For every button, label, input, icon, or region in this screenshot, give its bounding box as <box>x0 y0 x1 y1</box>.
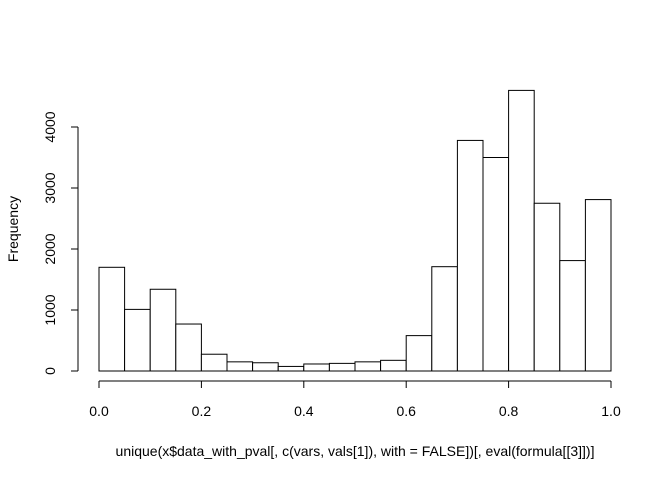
x-axis: 0.0 0.2 0.4 0.6 0.8 1.0 <box>89 380 621 419</box>
histogram-bar <box>508 89 535 372</box>
y-tick-label: 4000 <box>42 111 58 142</box>
x-axis-label: unique(x$data_with_pval[, c(vars, vals[1… <box>116 443 595 459</box>
y-axis: 0 1000 2000 3000 4000 <box>42 111 79 375</box>
histogram-bar <box>124 308 151 372</box>
y-tick-label: 2000 <box>42 233 58 264</box>
histogram-bar <box>354 361 382 372</box>
histogram-bar <box>200 353 228 372</box>
histogram-bar <box>226 361 254 372</box>
y-tick-label: 1000 <box>42 294 58 325</box>
histogram-bar <box>533 202 561 372</box>
histogram-bars <box>98 89 612 372</box>
histogram-bar <box>252 362 279 372</box>
y-tick-label: 3000 <box>42 172 58 203</box>
histogram-bar <box>405 335 433 372</box>
histogram-bar <box>380 359 407 372</box>
x-tick-label: 0.8 <box>499 403 519 419</box>
histogram-bar <box>559 260 586 372</box>
x-tick-label: 0.6 <box>396 403 416 419</box>
y-tick-label: 0 <box>42 367 58 375</box>
histogram-bar <box>456 139 484 372</box>
histogram-bar <box>431 266 458 372</box>
x-tick-label: 0.0 <box>89 403 109 419</box>
histogram-bar <box>175 323 202 372</box>
x-tick-label: 0.4 <box>294 403 314 419</box>
histogram-bar <box>584 199 612 372</box>
histogram-bar <box>303 363 330 372</box>
histogram-bar <box>328 362 356 372</box>
histogram-bar <box>149 288 177 372</box>
y-axis-label: Frequency <box>5 196 21 262</box>
x-tick-label: 0.2 <box>192 403 212 419</box>
histogram-bar <box>98 266 126 372</box>
histogram-bar <box>482 157 510 372</box>
histogram-bar <box>277 365 305 372</box>
x-tick-label: 1.0 <box>601 403 621 419</box>
